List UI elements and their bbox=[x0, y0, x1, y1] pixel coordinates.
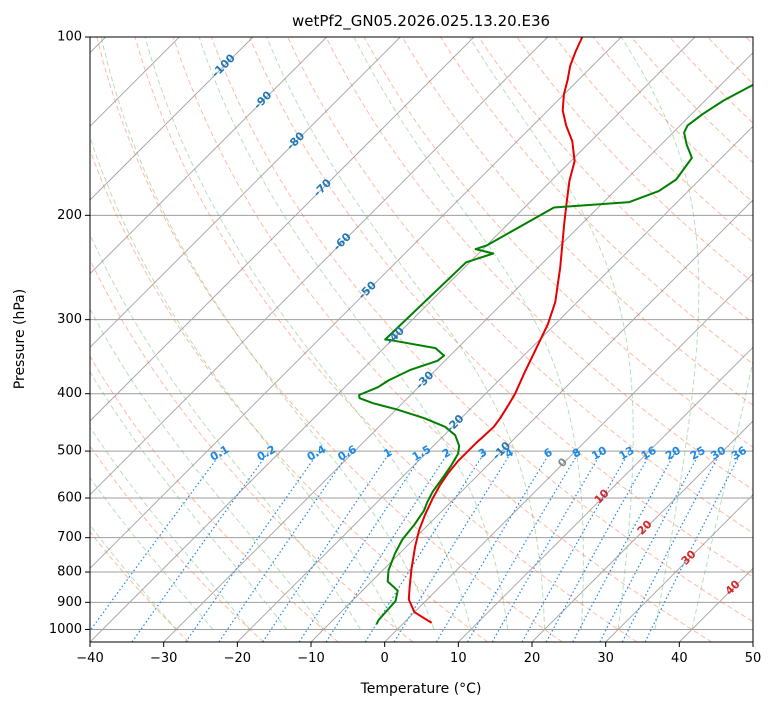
x-tick-label: −30 bbox=[150, 651, 177, 666]
x-tick-label: 50 bbox=[745, 651, 762, 666]
mixing-ratio-line bbox=[298, 450, 425, 642]
y-axis-label: Pressure (hPa) bbox=[12, 289, 28, 389]
mixing-ratio-line bbox=[90, 450, 223, 632]
dry-adiabat-line bbox=[210, 37, 753, 623]
isotherm-line bbox=[384, 272, 753, 642]
y-tick-label: 400 bbox=[57, 386, 82, 401]
moist-adiabat-line bbox=[469, 37, 634, 630]
series-layer bbox=[358, 37, 753, 625]
chart-title: wetPf2_GN05.2026.025.13.20.E36 bbox=[292, 12, 550, 31]
moist-adiabat-line bbox=[90, 308, 324, 630]
dry-adiabat-line bbox=[516, 37, 753, 284]
x-tick-label: 30 bbox=[597, 651, 614, 666]
isotherm-line bbox=[531, 420, 753, 642]
background-lines bbox=[90, 37, 753, 642]
isotherm-line bbox=[90, 37, 401, 349]
dry-adiabat-line bbox=[325, 37, 753, 491]
mixing-ratio-line bbox=[131, 450, 270, 642]
isotherm-line bbox=[90, 37, 549, 496]
y-tick-label: 100 bbox=[57, 30, 82, 45]
y-tick-label: 700 bbox=[57, 530, 82, 545]
x-axis-label: Temperature (°C) bbox=[360, 681, 482, 697]
isotherm-line bbox=[163, 51, 753, 642]
y-tick-label: 800 bbox=[57, 565, 82, 580]
x-tick-label: −10 bbox=[297, 651, 324, 666]
isotherm-line bbox=[90, 37, 328, 275]
moist-adiabat-line bbox=[100, 37, 435, 630]
mixing-ratio-line bbox=[521, 450, 631, 642]
x-tick-label: 10 bbox=[450, 651, 467, 666]
moist-adiabat-line bbox=[353, 37, 584, 630]
x-tick-label: 40 bbox=[671, 651, 688, 666]
y-tick-label: 600 bbox=[57, 491, 82, 506]
mixing-ratio-line bbox=[545, 450, 653, 642]
moist-adiabat-line bbox=[266, 37, 546, 630]
mixing-ratio-line bbox=[644, 450, 743, 642]
mixing-ratio-line bbox=[325, 450, 450, 642]
moist-adiabat-line bbox=[620, 37, 700, 630]
dry-adiabat-line bbox=[90, 355, 339, 642]
moist-adiabat-line bbox=[90, 232, 361, 630]
y-tick-label: 900 bbox=[57, 595, 82, 610]
dry-adiabat-line bbox=[96, 37, 563, 642]
moist-adiabat-line bbox=[198, 37, 509, 630]
dry-adiabat-line bbox=[90, 148, 488, 642]
dry-adiabat-line bbox=[401, 37, 753, 406]
y-tick-label: 300 bbox=[57, 312, 82, 327]
plot-frame bbox=[89, 36, 754, 643]
isotherm-line bbox=[90, 37, 475, 422]
mixing-ratio-line bbox=[218, 450, 351, 642]
x-tick-label: −20 bbox=[224, 651, 251, 666]
dry-adiabat-line bbox=[439, 37, 753, 365]
isotherm-line bbox=[310, 199, 753, 642]
dry-adiabat-line bbox=[90, 445, 264, 642]
moist-adiabat-line bbox=[691, 358, 753, 630]
mixing-ratio-line bbox=[393, 450, 513, 642]
dry-adiabat-line bbox=[134, 37, 638, 642]
isotherm-line bbox=[605, 493, 753, 642]
dry-adiabat-line bbox=[249, 37, 753, 578]
moist-adiabat-line bbox=[90, 135, 398, 630]
x-tick-label: −40 bbox=[76, 651, 103, 666]
temperature-profile-line bbox=[407, 37, 584, 624]
moist-adiabat-line bbox=[144, 37, 472, 630]
plot-area bbox=[90, 37, 753, 642]
axis-ticks: −40 −30 −20 −10 0 10 20 30 40 50 100 200 300 400 500 60… bbox=[49, 30, 761, 667]
isotherm-line bbox=[90, 37, 622, 570]
dewpoint-profile-line bbox=[358, 83, 753, 625]
x-tick-label: 20 bbox=[524, 651, 541, 666]
mixing-ratio-line bbox=[185, 450, 320, 642]
dry-adiabat-line bbox=[90, 531, 190, 642]
dry-adiabat-line bbox=[90, 258, 414, 642]
y-tick-label: 1000 bbox=[49, 622, 82, 637]
mixing-ratio-line bbox=[572, 450, 677, 642]
mixing-ratio-line bbox=[262, 450, 392, 642]
dry-adiabat-line bbox=[172, 37, 712, 642]
y-tick-label: 200 bbox=[57, 208, 82, 223]
isotherm-line bbox=[90, 37, 254, 201]
isotherm-line bbox=[457, 346, 753, 642]
y-tick-label: 500 bbox=[57, 444, 82, 459]
x-tick-label: 0 bbox=[381, 651, 389, 666]
